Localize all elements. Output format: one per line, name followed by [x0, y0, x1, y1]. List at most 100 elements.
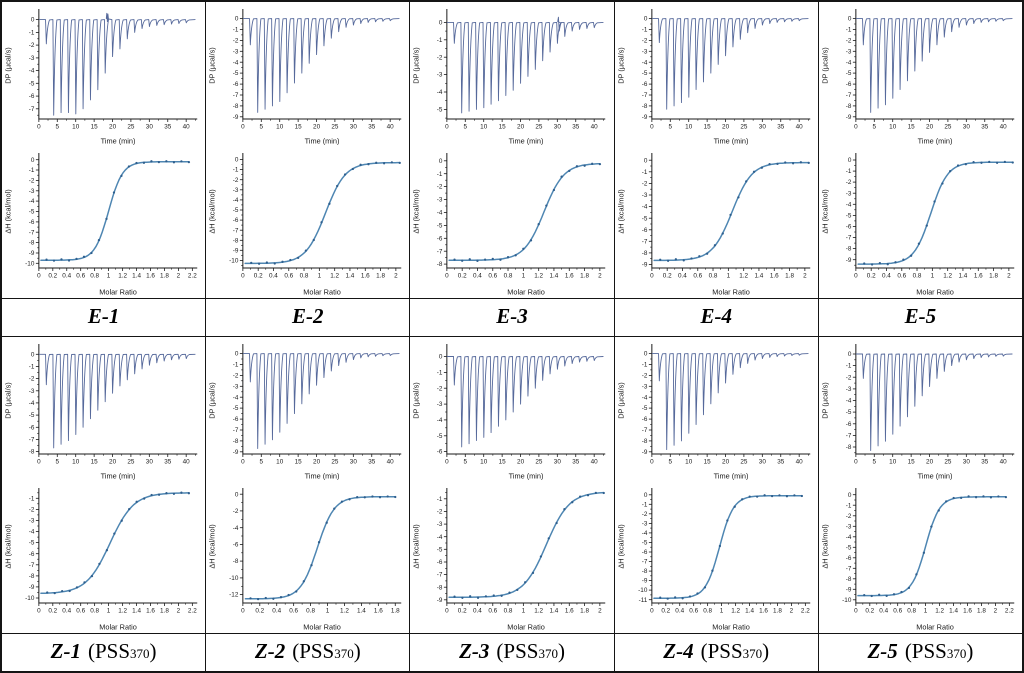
svg-text:0.4: 0.4 [882, 272, 891, 279]
svg-text:0.6: 0.6 [489, 607, 498, 614]
svg-text:-10: -10 [25, 260, 35, 267]
svg-text:-6: -6 [29, 550, 35, 557]
svg-text:1: 1 [107, 607, 111, 614]
svg-text:0.6: 0.6 [489, 272, 498, 279]
svg-text:-6: -6 [233, 217, 239, 224]
svg-text:-4: -4 [641, 204, 647, 211]
svg-text:0.2: 0.2 [662, 272, 671, 279]
panel-caption-subscript: 370 [538, 645, 558, 661]
svg-text:-1: -1 [233, 361, 239, 368]
svg-text:0.4: 0.4 [675, 607, 684, 614]
svg-text:-3: -3 [641, 192, 647, 199]
svg-text:25: 25 [740, 123, 748, 130]
svg-text:-5: -5 [233, 70, 239, 77]
panel-caption-name: Z-5 [867, 638, 898, 663]
svg-text:0: 0 [854, 607, 858, 614]
svg-text:30: 30 [758, 458, 766, 465]
svg-text:-6: -6 [233, 81, 239, 88]
binding-isotherm-plot: 0-1-2-3-4-5-6-7-8-9-100 0.2 0.4 0.6 0.8 1 1.2 1… [208, 153, 402, 297]
svg-text:1.8: 1.8 [785, 272, 794, 279]
svg-text:35: 35 [777, 458, 785, 465]
svg-text:-3: -3 [233, 187, 239, 194]
svg-text:-8: -8 [846, 246, 852, 253]
svg-text:0.4: 0.4 [879, 607, 888, 614]
svg-text:0.2: 0.2 [865, 607, 874, 614]
thermogram-plot: 0 -1 -2 -3 -4 -5 0 5 10 15 20 25 30 35 40 Time (min) DP … [412, 9, 606, 146]
svg-text:15: 15 [91, 123, 99, 130]
svg-text:0: 0 [650, 123, 654, 130]
svg-text:1.6: 1.6 [974, 272, 983, 279]
svg-text:DP (µcal/s): DP (µcal/s) [616, 382, 625, 419]
svg-text:-3: -3 [846, 48, 852, 55]
svg-text:1.4: 1.4 [346, 272, 355, 279]
svg-text:2: 2 [803, 272, 807, 279]
svg-text:5: 5 [260, 123, 264, 130]
svg-text:20: 20 [926, 123, 934, 130]
svg-text:2.2: 2.2 [1005, 607, 1014, 614]
binding-isotherm-plot: 0-1-2-3-4-5-6-7-8-9-100 0.2 0.4 0.6 0.8 1 1.2 1… [820, 487, 1015, 631]
svg-text:0: 0 [439, 158, 443, 165]
svg-text:0.6: 0.6 [893, 607, 902, 614]
svg-text:-2: -2 [641, 37, 647, 44]
svg-text:ΔH (kcal/mol): ΔH (kcal/mol) [820, 189, 829, 233]
svg-text:-10: -10 [229, 257, 239, 264]
svg-text:-3: -3 [233, 48, 239, 55]
panel-z-1: 0 -1 -2 -3 -4 -5 -6 -7 -8 0 5 10 15 20 25 30 35 40 Time (m… [2, 336, 207, 671]
svg-text:-1: -1 [846, 168, 852, 175]
panel-caption-name: Z-2 [254, 638, 286, 663]
svg-text:-3: -3 [29, 188, 35, 195]
svg-text:0: 0 [445, 458, 449, 465]
svg-text:-2: -2 [29, 42, 35, 49]
panel-caption-name: Z-3 [459, 638, 490, 663]
svg-text:0: 0 [854, 123, 858, 130]
svg-text:-7: -7 [641, 427, 647, 434]
svg-text:30: 30 [146, 123, 154, 130]
svg-text:0: 0 [31, 17, 35, 24]
svg-text:-9: -9 [641, 262, 647, 269]
svg-text:-4: -4 [29, 528, 35, 535]
svg-text:-7: -7 [437, 571, 443, 578]
svg-text:40: 40 [183, 123, 191, 130]
svg-text:20: 20 [517, 458, 525, 465]
svg-text:-7: -7 [233, 227, 239, 234]
svg-text:40: 40 [183, 458, 191, 465]
svg-text:-4: -4 [846, 59, 852, 66]
svg-text:0: 0 [445, 272, 449, 279]
svg-text:5: 5 [464, 123, 468, 130]
svg-text:-7: -7 [437, 248, 443, 255]
svg-text:30: 30 [554, 123, 562, 130]
svg-text:-7: -7 [29, 436, 35, 443]
svg-text:-4: -4 [233, 394, 239, 401]
svg-text:-5: -5 [437, 106, 443, 113]
svg-text:2.2: 2.2 [188, 607, 197, 614]
svg-text:-9: -9 [846, 586, 852, 593]
svg-text:-3: -3 [846, 385, 852, 392]
svg-text:0.2: 0.2 [254, 272, 263, 279]
svg-text:1.4: 1.4 [958, 272, 967, 279]
svg-text:Time (min): Time (min) [509, 471, 544, 480]
svg-text:-4: -4 [641, 529, 647, 536]
thermogram-plot: 0-1-2-3-4-5-6-7-8-90 5 10 15 20 25 30 35 40Time … [616, 343, 810, 480]
svg-text:40: 40 [795, 458, 803, 465]
panel-caption: Z-4 (PSS 370) [614, 632, 818, 672]
svg-text:0.6: 0.6 [693, 272, 702, 279]
svg-text:1.6: 1.6 [565, 272, 574, 279]
svg-text:30: 30 [350, 458, 358, 465]
binding-isotherm-plot: -1 -2 -3 -4 -5 -6 -7 -8 -9 -100 0.2 0.4 0.6 0.8 1 1.2 1.… [3, 487, 198, 631]
binding-isotherm-plot: 0-1-2-3-4-5-6-7-8-90 0.2 0.4 0.6 0.8 1 1.2 1.4 1… [616, 153, 810, 297]
svg-text:1.8: 1.8 [773, 607, 782, 614]
svg-text:15: 15 [91, 458, 99, 465]
svg-text:1.4: 1.4 [550, 272, 559, 279]
svg-text:-3: -3 [29, 517, 35, 524]
svg-text:-1: -1 [437, 369, 443, 376]
svg-text:1.6: 1.6 [759, 607, 768, 614]
binding-isotherm-plot: 0-1-2-3-4-5-6-7-8-90 0.2 0.4 0.6 0.8 1 1.2 1.4 1… [820, 153, 1015, 297]
svg-text:25: 25 [332, 123, 340, 130]
svg-text:-1: -1 [641, 501, 647, 508]
svg-text:Time (min): Time (min) [509, 136, 544, 145]
panel-caption-name: Z-4 [663, 638, 694, 663]
svg-text:30: 30 [554, 458, 562, 465]
svg-text:ΔH (kcal/mol): ΔH (kcal/mol) [3, 524, 12, 568]
svg-text:40: 40 [591, 123, 599, 130]
panel-e-3: 0 -1 -2 -3 -4 -5 0 5 10 15 20 25 30 35 40 Time (min) DP … [410, 2, 615, 337]
